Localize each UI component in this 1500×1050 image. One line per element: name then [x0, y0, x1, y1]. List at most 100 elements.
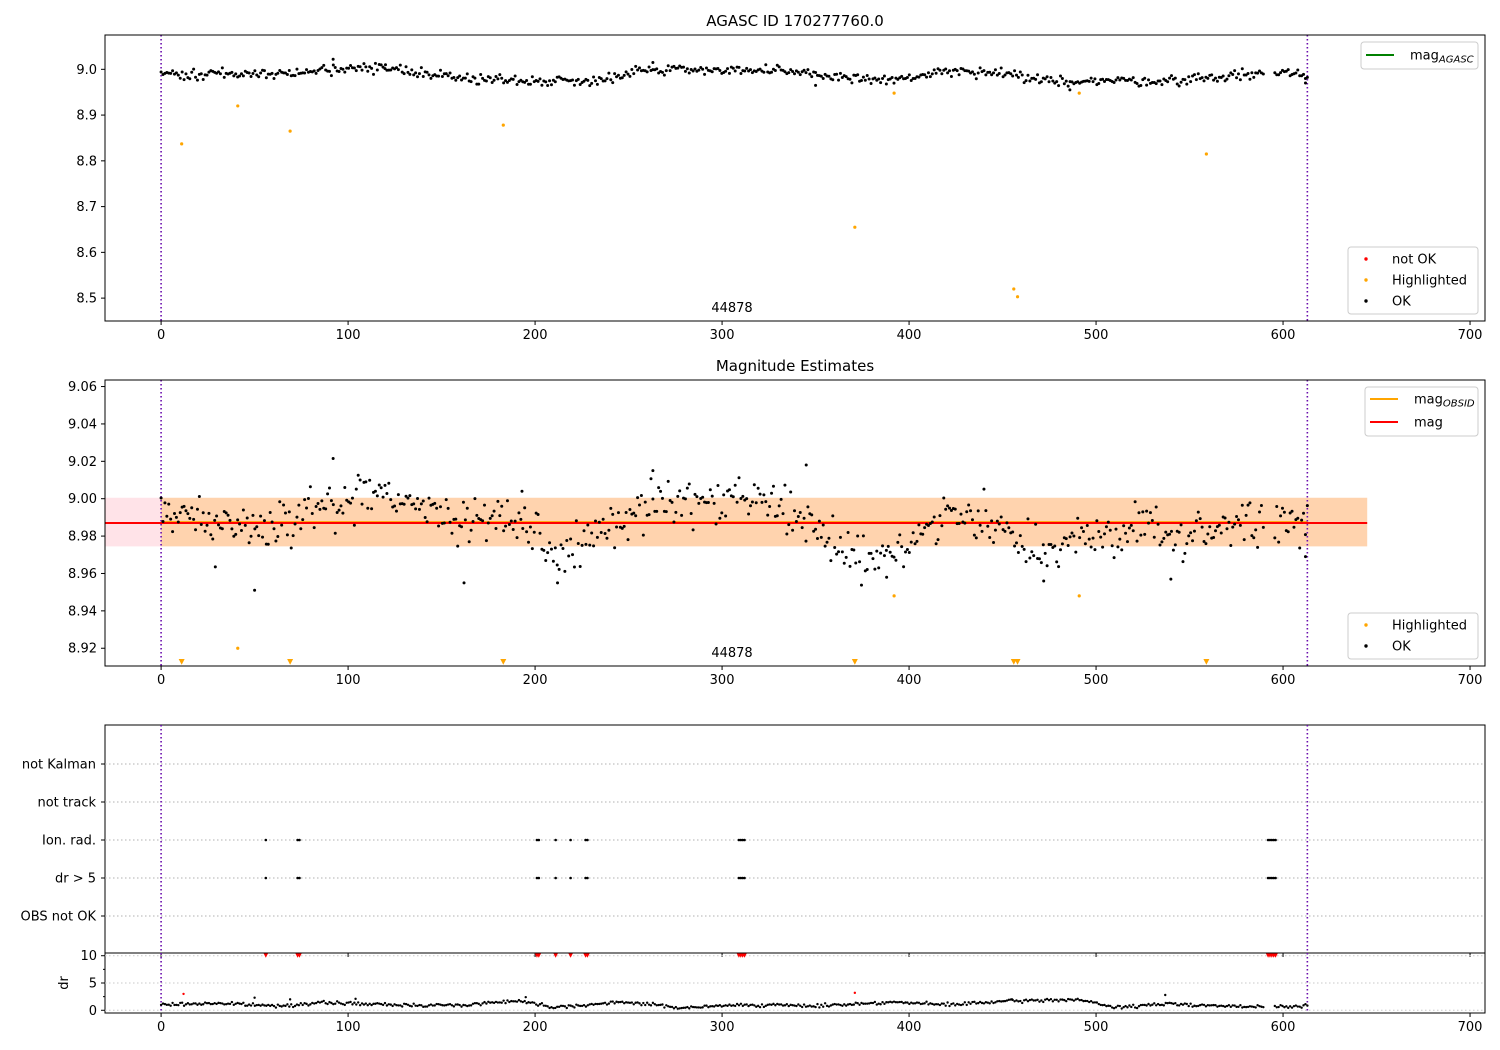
ok-point	[1091, 80, 1095, 84]
ok-point	[808, 1004, 812, 1007]
ok-point	[383, 63, 387, 67]
ok-point	[551, 559, 555, 563]
ok-point	[884, 548, 888, 552]
ok-point	[555, 563, 559, 567]
ok-point	[1055, 998, 1058, 1001]
ok-point	[1235, 515, 1239, 519]
ok-point	[1154, 1004, 1158, 1007]
x-tick-label: 100	[336, 328, 361, 343]
ok-point	[452, 75, 456, 79]
ok-point	[605, 1003, 609, 1006]
ok-point	[831, 78, 835, 82]
ok-point	[952, 1002, 955, 1005]
ok-point	[487, 1000, 490, 1003]
ok-point	[1019, 999, 1022, 1003]
ok-point	[404, 1002, 408, 1006]
ok-point	[904, 1001, 907, 1004]
ok-point	[557, 567, 561, 571]
ok-point	[1202, 539, 1206, 543]
ok-point	[373, 489, 377, 493]
ok-point	[660, 496, 664, 500]
ok-point	[674, 1005, 678, 1009]
ok-point	[259, 1004, 262, 1007]
ok-point	[894, 558, 898, 562]
ok-point	[787, 1004, 790, 1008]
ok-point	[1091, 1001, 1095, 1004]
ok-point	[854, 561, 858, 565]
legend-point-swatch	[1364, 623, 1368, 627]
ok-point	[1281, 1004, 1284, 1008]
ok-point	[603, 1001, 607, 1004]
ok-point	[285, 73, 289, 77]
ok-point	[1068, 998, 1072, 1001]
ok-point	[822, 1005, 825, 1008]
ok-point	[1288, 1005, 1292, 1008]
ok-point	[524, 995, 527, 999]
ok-point	[186, 1002, 190, 1005]
highlighted-point	[1077, 594, 1081, 598]
ok-point	[232, 534, 236, 538]
ok-point	[402, 1002, 406, 1006]
ok-point	[370, 507, 374, 511]
ok-point	[167, 502, 171, 506]
ok-point	[1160, 83, 1164, 87]
ok-point	[180, 70, 184, 74]
ok-point	[450, 1004, 454, 1007]
ok-point	[1156, 1002, 1160, 1006]
ok-point	[546, 83, 550, 87]
ok-point	[1237, 1005, 1240, 1009]
ok-point	[607, 71, 611, 75]
ok-point	[1189, 80, 1193, 84]
highlighted-point	[892, 91, 896, 95]
ok-point	[590, 531, 594, 535]
ok-point	[846, 1003, 850, 1006]
ok-point	[1037, 557, 1041, 561]
ok-point	[948, 1004, 951, 1008]
ok-point	[395, 1004, 398, 1007]
ok-point	[1220, 1004, 1223, 1007]
ok-point	[980, 529, 984, 533]
ok-point	[969, 1002, 972, 1005]
x-tick-label: 700	[1458, 673, 1483, 688]
ok-point	[253, 1004, 257, 1007]
ok-point	[341, 511, 345, 515]
ok-point	[892, 81, 896, 85]
ok-point	[1192, 529, 1196, 533]
ok-point	[718, 1004, 722, 1007]
ok-point	[393, 1003, 396, 1006]
ok-point	[685, 67, 689, 71]
ok-point	[213, 518, 217, 522]
not-ok-dr-marker	[536, 953, 542, 958]
ok-point	[467, 1004, 471, 1007]
ok-point	[1277, 540, 1281, 544]
ok-point	[563, 569, 567, 573]
ok-point	[683, 69, 687, 73]
ok-point	[1039, 561, 1043, 565]
ok-point	[373, 61, 377, 65]
ok-point	[492, 1001, 496, 1005]
ok-point	[1169, 577, 1173, 581]
ok-point	[446, 506, 450, 510]
ok-point	[978, 523, 982, 527]
ok-point	[674, 510, 678, 514]
ok-point	[1261, 72, 1265, 76]
ok-point	[687, 482, 691, 486]
ok-point	[553, 80, 557, 84]
ok-point	[670, 500, 674, 504]
flag-point	[535, 838, 539, 842]
ok-point	[839, 1003, 842, 1007]
ok-point	[389, 1003, 392, 1006]
ok-point	[446, 74, 450, 78]
ok-point	[850, 1003, 854, 1007]
ok-point	[626, 538, 630, 542]
ok-point	[1061, 998, 1064, 1001]
magnitude-plot-frame	[104, 379, 1486, 667]
ok-point	[733, 1004, 737, 1008]
flags-plot-frame	[104, 724, 1486, 954]
ok-point	[1179, 80, 1183, 84]
flag-point	[1266, 838, 1270, 842]
ok-point	[1286, 530, 1290, 534]
ok-point	[1068, 535, 1072, 539]
ok-point	[919, 1002, 923, 1006]
